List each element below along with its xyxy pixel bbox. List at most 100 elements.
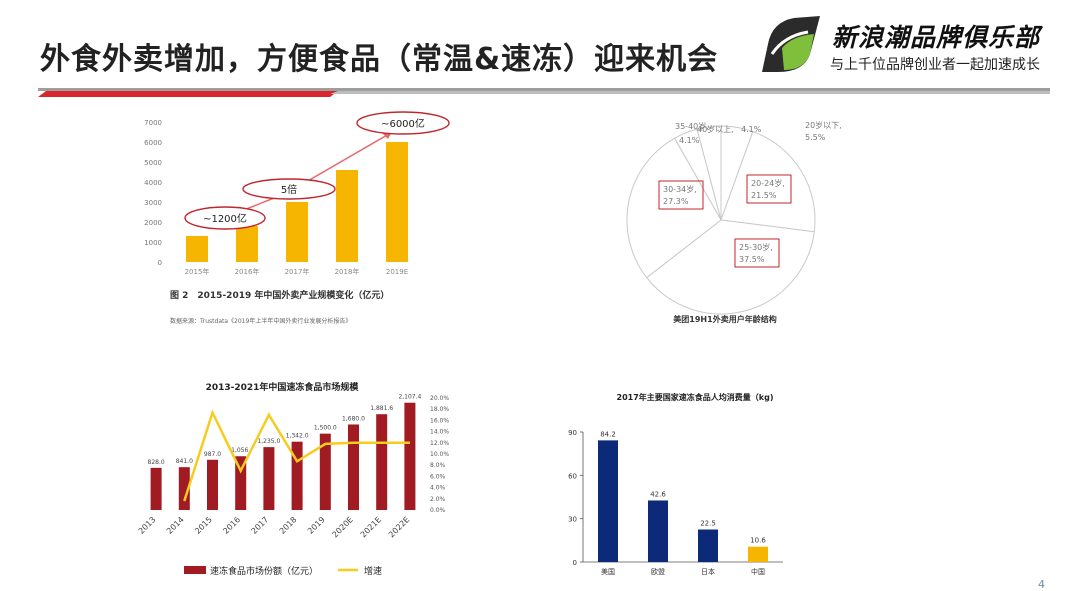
brand-logo-icon xyxy=(762,16,820,72)
chart-title: 2013-2021年中国速冻食品市场规模 xyxy=(206,381,360,393)
pie-label-box xyxy=(746,174,792,204)
bar xyxy=(748,546,768,562)
x-tick-label: 2014 xyxy=(165,515,186,536)
x-tick-label: 日本 xyxy=(701,567,715,576)
legend-swatch xyxy=(184,566,206,574)
bar xyxy=(178,467,190,510)
x-tick-label: 2019 xyxy=(306,515,327,536)
bar xyxy=(186,236,208,262)
y-tick-label: 60 xyxy=(568,472,577,480)
bar xyxy=(376,414,388,510)
chart-title: 2017年主要国家速冻食品人均消费量（kg) xyxy=(617,392,774,402)
y-tick-label: 3000 xyxy=(144,199,162,207)
pie-slice xyxy=(626,137,722,279)
bar xyxy=(336,170,358,262)
y2-tick-label: 8.0% xyxy=(430,462,446,469)
y-tick-label: 2000 xyxy=(144,219,162,227)
annotation-ellipse xyxy=(356,111,450,135)
bar-value-label: 1,881.6 xyxy=(370,405,393,412)
bar xyxy=(386,142,408,262)
brand-name: 新浪潮品牌俱乐部 xyxy=(832,23,1041,52)
y-tick-label: 0 xyxy=(158,259,162,267)
bar-value-label: 10.6 xyxy=(750,537,766,545)
bar-value-label: 84.2 xyxy=(600,430,616,438)
annotation-label: ~1200亿 xyxy=(203,212,247,225)
pie-slice xyxy=(720,130,816,233)
x-tick-label: 2016 xyxy=(221,515,242,536)
pie-value-label: 5.5% xyxy=(805,133,826,142)
annotation-ellipse xyxy=(242,178,336,200)
pie-value-label: 21.5% xyxy=(751,191,777,200)
y2-tick-label: 12.0% xyxy=(430,440,449,447)
x-tick-label: 2015 xyxy=(193,515,214,536)
bar-value-label: 1,500.0 xyxy=(314,425,337,432)
y-tick-label: 6000 xyxy=(144,139,162,147)
y-tick-label: 5000 xyxy=(144,159,162,167)
y-tick-label: 7000 xyxy=(144,119,162,127)
y2-tick-label: 20.0% xyxy=(430,395,449,402)
bar xyxy=(648,500,668,562)
x-tick-label: 2018年 xyxy=(335,267,360,276)
x-tick-label: 2016年 xyxy=(235,267,260,276)
bar xyxy=(291,441,303,510)
y2-tick-label: 2.0% xyxy=(430,496,446,503)
per-capita-consumption-chart: 2017年主要国家速冻食品人均消费量（kg) 0 30 60 90 84.2 美国 42.6 欧… xyxy=(568,392,783,576)
bar xyxy=(235,456,247,510)
y2-tick-label: 10.0% xyxy=(430,451,449,458)
bar-value-label: 22.5 xyxy=(700,520,716,528)
x-tick-label: 中国 xyxy=(751,567,765,576)
pie-value-label: 4.1% xyxy=(741,125,762,134)
y2-tick-label: 6.0% xyxy=(430,473,446,480)
pie-label: 30-34岁, xyxy=(663,184,697,194)
pie-label-box xyxy=(658,180,704,210)
x-tick-label: 2018 xyxy=(278,515,299,536)
annotation-label: 5倍 xyxy=(281,183,297,196)
pie-label: 35-40岁, xyxy=(675,121,709,131)
x-tick-label: 2019E xyxy=(386,268,408,276)
pie-value-label: 37.5% xyxy=(739,255,765,264)
y-tick-label: 90 xyxy=(568,429,577,437)
bar xyxy=(263,447,275,510)
y-tick-label: 30 xyxy=(568,516,577,524)
delivery-scale-chart: 0 1000 2000 3000 4000 5000 6000 7000 2015年 2016年 2… xyxy=(144,111,450,325)
x-tick-label: 2017年 xyxy=(285,267,310,276)
x-tick-label: 2017 xyxy=(250,515,271,536)
header-divider xyxy=(38,88,1050,97)
chart-source: 数据来源：Trustdata《2019年上半年中国外卖行业发展分析报告》 xyxy=(170,317,351,325)
annotation-label: ~6000亿 xyxy=(381,117,425,130)
x-tick-label: 美国 xyxy=(601,567,615,576)
pie-value-label: 4.1% xyxy=(679,136,700,145)
pie-label: 20-24岁, xyxy=(751,178,785,188)
bar-value-label: 1,680.0 xyxy=(342,415,365,422)
chart-title: 美团19H1外卖用户年龄结构 xyxy=(673,314,776,324)
bar xyxy=(286,202,308,262)
bar-value-label: 42.6 xyxy=(650,490,666,498)
x-tick-label: 2013 xyxy=(137,515,158,536)
annotation-ellipse xyxy=(184,206,266,230)
legend-label: 速冻食品市场份额（亿元） xyxy=(210,565,318,577)
bar xyxy=(598,440,618,562)
bar-value-label: 1,235.0 xyxy=(257,438,280,445)
bar-value-label: 1,342.0 xyxy=(286,433,309,440)
bar xyxy=(698,529,718,562)
x-tick-label: 2020E xyxy=(331,515,355,539)
frozen-market-chart: 2013-2021年中国速冻食品市场规模 828.0 2013 841.0 2014 98… xyxy=(137,381,450,577)
x-tick-label: 2021E xyxy=(359,515,383,539)
growth-line xyxy=(183,409,410,502)
pie-slice xyxy=(696,125,722,221)
bar-value-label: 2,107.4 xyxy=(398,394,421,401)
chart-title: 图 2 2015-2019 年中国外卖产业规模变化（亿元） xyxy=(170,289,389,301)
bar-value-label: 841.0 xyxy=(176,458,193,465)
x-tick-label: 2022E xyxy=(387,515,411,539)
slide-title: 外食外卖增加，方便食品（常温&速冻）迎来机会 xyxy=(40,42,719,77)
x-tick-label: 欧盟 xyxy=(651,567,665,576)
y-tick-label: 0 xyxy=(573,559,577,567)
brand-slogan: 与上千位品牌创业者一起加速成长 xyxy=(830,57,1040,73)
y-tick-label: 1000 xyxy=(144,239,162,247)
y2-tick-label: 14.0% xyxy=(430,429,449,436)
pie-slice xyxy=(646,219,815,315)
bar xyxy=(150,467,162,510)
bar xyxy=(207,459,218,510)
legend-label: 增速 xyxy=(364,565,382,577)
pie-label: 25-30岁, xyxy=(739,242,773,252)
